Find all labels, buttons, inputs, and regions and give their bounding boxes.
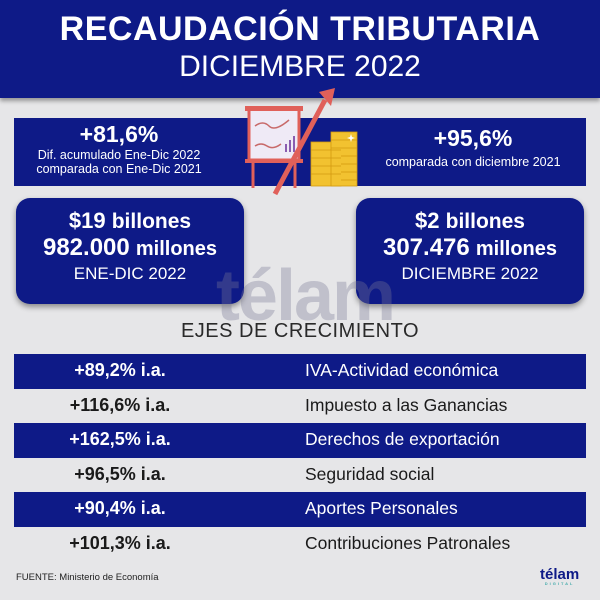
card-annual-amount: $19 — [68, 208, 106, 233]
card-annual-sub-amount: 982.000 — [42, 234, 130, 261]
telam-logo-sub: DIGITAL — [544, 581, 575, 586]
growth-value: +89,2% i.a. — [74, 360, 166, 380]
growth-label: Impuesto a las Ganancias — [305, 394, 508, 415]
growth-row: +162,5% i.a. Derechos de exportación — [14, 423, 586, 458]
stat-accumulated-value: +81,6% — [79, 121, 159, 147]
card-annual-period: ENE-DIC 2022 — [73, 264, 187, 283]
source-note: FUENTE: Ministerio de Economía — [16, 572, 159, 583]
growth-label: Seguridad social — [305, 463, 435, 484]
growth-row: +96,5% i.a. Seguridad social — [14, 458, 586, 493]
card-monthly-sub-amount: 307.476 — [382, 234, 470, 261]
growth-value: +101,3% i.a. — [69, 532, 171, 553]
growth-row: +90,4% i.a. Aportes Personales — [14, 492, 586, 527]
growth-label: Aportes Personales — [305, 498, 458, 518]
card-monthly-unit: billones — [445, 210, 525, 233]
growth-value: +96,5% i.a. — [74, 463, 166, 484]
card-monthly-amount: $2 — [415, 208, 440, 233]
card-monthly-period: DICIEMBRE 2022 — [401, 264, 539, 283]
stat-accumulated-desc-2: comparada con Ene-Dic 2021 — [36, 162, 202, 176]
stat-monthly-desc: comparada con diciembre 2021 — [385, 155, 561, 169]
telam-logo-text: télam — [540, 566, 580, 583]
growth-value: +90,4% i.a. — [74, 498, 166, 518]
page-subtitle: DICIEMBRE 2022 — [179, 50, 421, 83]
card-monthly-total: $2 billones 307.476 millones DICIEMBRE 2… — [356, 198, 584, 304]
card-monthly-sub-unit: millones — [475, 238, 558, 260]
growth-label: IVA-Actividad económica — [305, 360, 499, 380]
page-title: RECAUDACIÓN TRIBUTARIA — [59, 10, 541, 48]
growth-value: +116,6% i.a. — [69, 394, 171, 415]
telam-logo: télam DIGITAL — [540, 566, 579, 586]
stat-monthly-value: +95,6% — [433, 125, 513, 151]
card-annual-total: $19 billones 982.000 millones ENE-DIC 20… — [16, 198, 244, 304]
header-banner: RECAUDACIÓN TRIBUTARIA DICIEMBRE 2022 — [0, 0, 600, 98]
card-annual-sub-unit: millones — [135, 238, 218, 260]
growth-table: +89,2% i.a. IVA-Actividad económica +116… — [14, 354, 586, 561]
stat-accumulated-desc-1: Dif. acumulado Ene-Dic 2022 — [37, 148, 201, 162]
growth-chart-coins-icon — [245, 88, 358, 196]
growth-label: Derechos de exportación — [305, 429, 500, 449]
card-annual-unit: billones — [111, 210, 192, 233]
growth-section-title: EJES DE CRECIMIENTO — [180, 320, 420, 342]
growth-row: +101,3% i.a. Contribuciones Patronales — [14, 527, 586, 562]
stat-monthly: +95,6% comparada con diciembre 2021 — [360, 118, 586, 186]
growth-row: +116,6% i.a. Impuesto a las Ganancias — [14, 389, 586, 424]
growth-row: +89,2% i.a. IVA-Actividad económica — [14, 354, 586, 389]
growth-label: Contribuciones Patronales — [305, 532, 511, 553]
growth-value: +162,5% i.a. — [69, 429, 171, 449]
stat-accumulated: +81,6% Dif. acumulado Ene-Dic 2022 compa… — [14, 118, 224, 186]
